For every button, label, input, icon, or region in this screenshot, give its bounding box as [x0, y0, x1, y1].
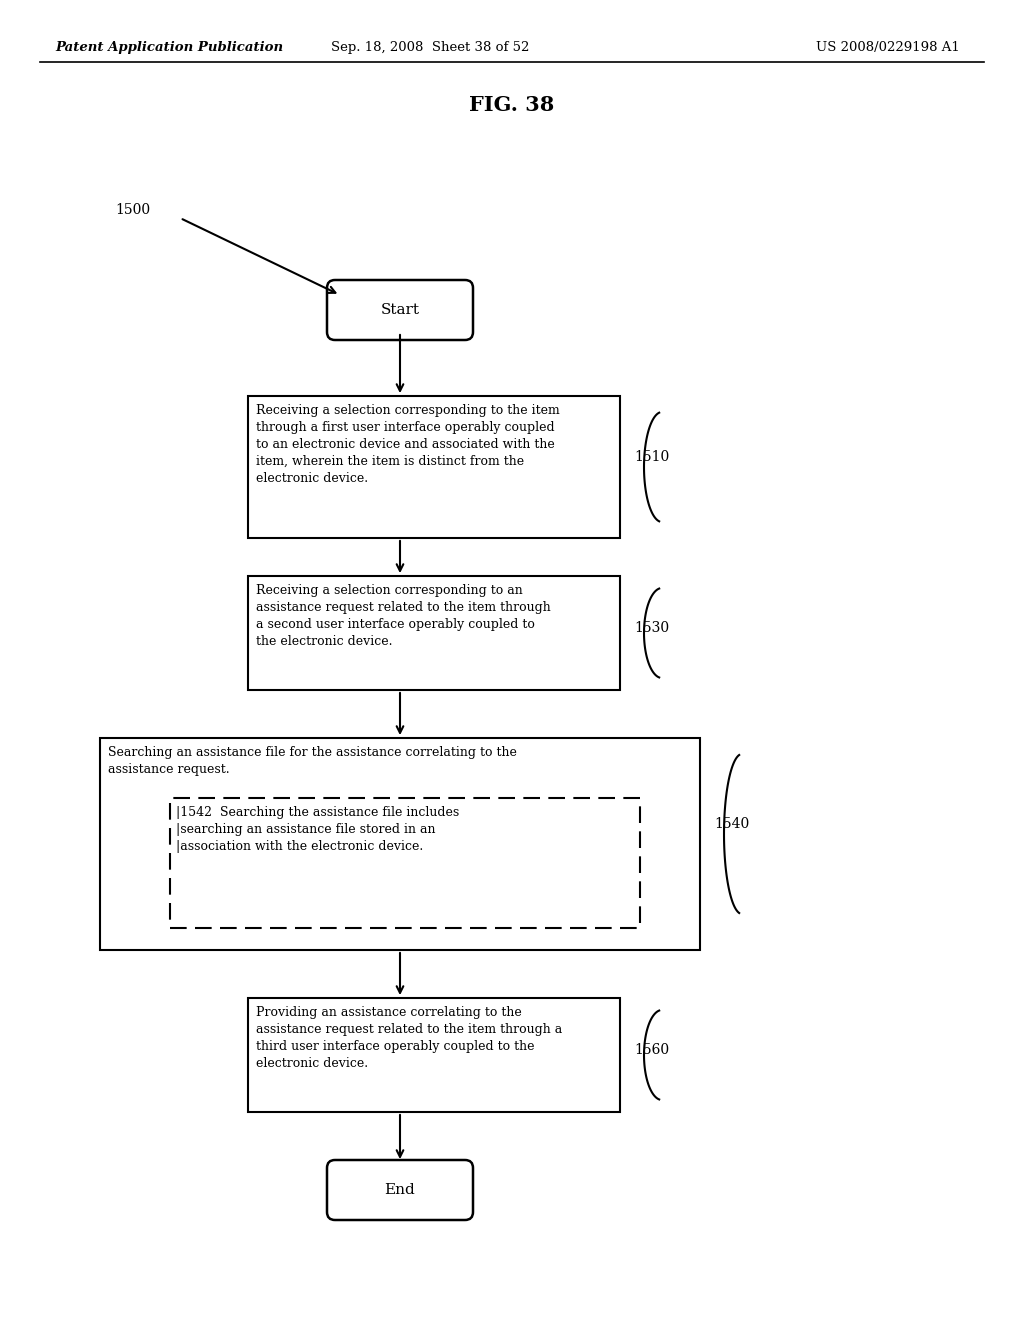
Text: End: End: [385, 1183, 416, 1197]
Text: Providing an assistance correlating to the
assistance request related to the ite: Providing an assistance correlating to t…: [256, 1006, 562, 1071]
Text: Start: Start: [381, 304, 420, 317]
Text: 1530: 1530: [634, 620, 669, 635]
Text: |1542  Searching the assistance file includes
|searching an assistance file stor: |1542 Searching the assistance file incl…: [176, 807, 459, 853]
Bar: [248, 396, 620, 539]
Bar: [248, 998, 620, 1111]
Text: Patent Application Publication: Patent Application Publication: [55, 41, 283, 54]
Text: 1500: 1500: [115, 203, 151, 216]
Bar: [170, 799, 640, 928]
Text: 1510: 1510: [634, 450, 670, 465]
Text: Searching an assistance file for the assistance correlating to the
assistance re: Searching an assistance file for the ass…: [108, 746, 517, 776]
FancyBboxPatch shape: [327, 280, 473, 341]
Text: Receiving a selection corresponding to an
assistance request related to the item: Receiving a selection corresponding to a…: [256, 583, 551, 648]
Bar: [248, 576, 620, 690]
Text: Sep. 18, 2008  Sheet 38 of 52: Sep. 18, 2008 Sheet 38 of 52: [331, 41, 529, 54]
Text: US 2008/0229198 A1: US 2008/0229198 A1: [816, 41, 961, 54]
Text: 1540: 1540: [714, 817, 750, 832]
FancyBboxPatch shape: [327, 1160, 473, 1220]
Text: Receiving a selection corresponding to the item
through a first user interface o: Receiving a selection corresponding to t…: [256, 404, 560, 484]
Text: 1560: 1560: [634, 1043, 669, 1057]
Bar: [100, 738, 700, 950]
Text: FIG. 38: FIG. 38: [469, 95, 555, 115]
